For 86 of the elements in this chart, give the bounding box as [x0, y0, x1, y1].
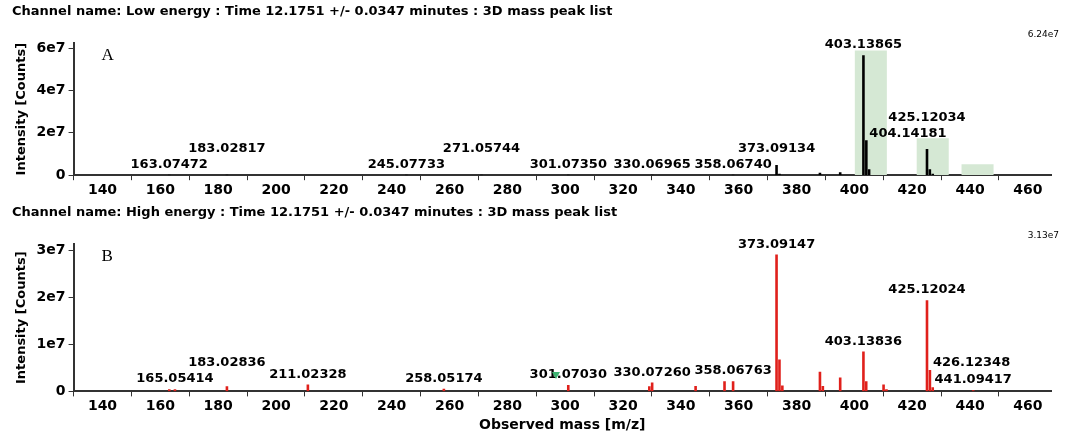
annotation: 163.07472	[130, 156, 208, 172]
annotation: 373.09134	[737, 140, 816, 156]
x-tick-label: 400	[839, 181, 870, 198]
bar	[167, 389, 171, 392]
x-tick-label: 440	[955, 397, 985, 414]
annotation: 183.02817	[188, 140, 266, 156]
x-tick-label: 320	[608, 181, 638, 198]
y-tick-label: 2e7	[36, 287, 66, 304]
x-axis-title: Observed mass [m/z]	[479, 416, 646, 433]
annotation: A	[101, 44, 115, 64]
y-tick-label: 6e7	[36, 38, 66, 55]
x-tick-label: 280	[492, 181, 523, 198]
bar	[566, 384, 570, 392]
bar	[961, 164, 994, 176]
text: 3.13e7	[1027, 229, 1059, 240]
annotation: 245.07733	[367, 156, 446, 172]
x-tick-label: 200	[261, 397, 291, 414]
y-tick-label: 1e7	[36, 334, 66, 351]
x-tick-label: 220	[319, 181, 349, 198]
y-tick-label: 2e7	[36, 123, 66, 140]
annotation: 301.07350	[529, 156, 607, 172]
x-tick-label: 380	[781, 397, 812, 414]
bar	[775, 254, 778, 392]
bar	[775, 164, 778, 176]
bar	[862, 351, 865, 392]
bar	[916, 138, 949, 176]
x-tick-label: 460	[1013, 397, 1043, 414]
text: 6.24e7	[1027, 28, 1059, 39]
x-tick-label: 340	[666, 397, 696, 414]
x-tick-label: 300	[550, 397, 581, 414]
x-tick-label: 340	[666, 181, 696, 198]
x-tick-label: 280	[492, 397, 523, 414]
annotation: 211.02328	[269, 365, 347, 381]
annotation: 358.06763	[694, 362, 772, 378]
annotation: 271.05744	[442, 140, 521, 156]
annotation: 183.02836	[188, 354, 266, 370]
x-tick-label: 420	[897, 397, 928, 414]
x-tick-label: 380	[781, 181, 812, 198]
annotation: 404.14181	[869, 124, 947, 140]
x-tick-label: 360	[724, 181, 754, 198]
chart-title: Channel name: High energy : Time 12.1751 +/- 0.0347 minutes : 3D mass peak list	[11, 203, 619, 221]
y-tick-label: 0	[55, 382, 66, 399]
bar	[694, 385, 697, 392]
x-tick-label: 200	[261, 181, 291, 198]
annotation: 403.13865	[824, 36, 903, 52]
x-tick-label: 140	[87, 397, 118, 414]
x-tick-label: 300	[550, 181, 581, 198]
x-tick-label: 240	[377, 397, 407, 414]
x-tick-label: 420	[897, 181, 928, 198]
y-tick-label: 4e7	[36, 81, 66, 98]
bar	[862, 55, 865, 176]
x-tick-label: 400	[839, 397, 870, 414]
x-tick-label: 140	[87, 181, 118, 198]
x-tick-label: 180	[203, 181, 234, 198]
annotation: 258.05174	[405, 369, 483, 385]
chart-title: Channel name: Low energy : Time 12.1751 +/- 0.0347 minutes : 3D mass peak list	[11, 2, 614, 20]
x-tick-label: 260	[434, 181, 465, 198]
bar	[882, 384, 885, 392]
x-tick-label: 440	[955, 181, 985, 198]
y-axis-title: Intensity [Counts]	[13, 42, 29, 176]
y-axis-title: Intensity [Counts]	[13, 251, 29, 384]
annotation: 425.12024	[888, 281, 966, 297]
bar	[723, 381, 726, 392]
annotation: 373.09147	[737, 235, 816, 251]
annotation: 165.05414	[136, 370, 214, 386]
annotation: 425.12034	[888, 108, 966, 124]
annotation: 330.07260	[613, 363, 691, 379]
x-tick-label: 240	[377, 181, 407, 198]
annotation: 358.06740	[694, 156, 772, 172]
annotation: B	[101, 245, 113, 265]
annotation: 330.06965	[613, 156, 691, 172]
x-tick-label: 360	[724, 397, 754, 414]
annotation: 301.07030	[529, 366, 607, 382]
x-tick-label: 460	[1013, 181, 1043, 198]
x-tick-label: 220	[319, 397, 349, 414]
y-tick-label: 0	[55, 165, 66, 182]
bar	[648, 386, 651, 392]
annotation: 441.09417	[934, 371, 1012, 387]
annotation: 403.13836	[824, 332, 903, 348]
x-tick-label: 160	[145, 397, 176, 414]
x-tick-label: 160	[145, 181, 176, 198]
x-tick-label: 320	[608, 397, 638, 414]
annotation: 426.12348	[932, 354, 1011, 370]
y-tick-label: 3e7	[36, 240, 66, 257]
x-tick-label: 260	[434, 397, 465, 414]
x-tick-label: 180	[203, 397, 234, 414]
